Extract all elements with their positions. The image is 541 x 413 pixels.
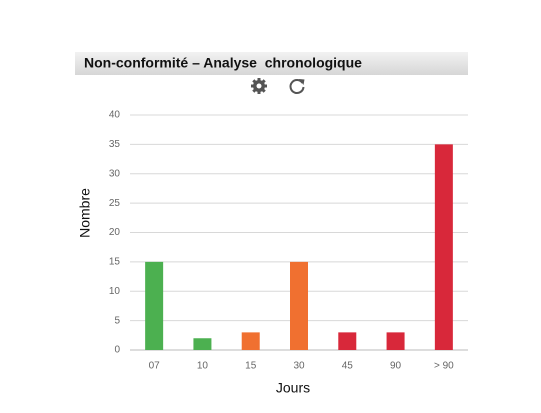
y-tick-label: 35 xyxy=(109,139,121,150)
y-tick-label: 30 xyxy=(109,168,121,179)
bar xyxy=(241,332,260,350)
x-tick-label: 10 xyxy=(197,361,209,372)
x-tick-label: 30 xyxy=(293,361,305,372)
refresh-icon[interactable] xyxy=(289,79,305,94)
y-axis-label: Nombre xyxy=(77,188,93,238)
y-tick-label: 15 xyxy=(109,257,121,268)
bar xyxy=(386,332,405,350)
bar xyxy=(434,144,453,350)
x-tick-label: 45 xyxy=(342,361,354,372)
chart-title: Non-conformité – Analyse chronologique xyxy=(84,55,362,71)
y-tick-label: 25 xyxy=(109,198,121,209)
bar xyxy=(338,332,357,350)
y-tick-label: 10 xyxy=(109,286,121,297)
y-tick-label: 0 xyxy=(114,345,120,356)
bar xyxy=(290,261,308,350)
x-tick-label: 15 xyxy=(245,361,257,372)
bar xyxy=(145,261,164,350)
x-tick-label: 07 xyxy=(149,361,161,372)
y-tick-label: 40 xyxy=(109,110,121,121)
x-tick-label: > 90 xyxy=(434,361,454,372)
x-tick-label: 90 xyxy=(390,361,402,372)
y-tick-label: 20 xyxy=(109,227,121,238)
settings-icon[interactable] xyxy=(251,78,267,94)
title-bar xyxy=(75,52,468,75)
y-tick-label: 5 xyxy=(114,315,120,326)
x-axis-label: Jours xyxy=(276,380,310,396)
bar xyxy=(193,338,212,350)
